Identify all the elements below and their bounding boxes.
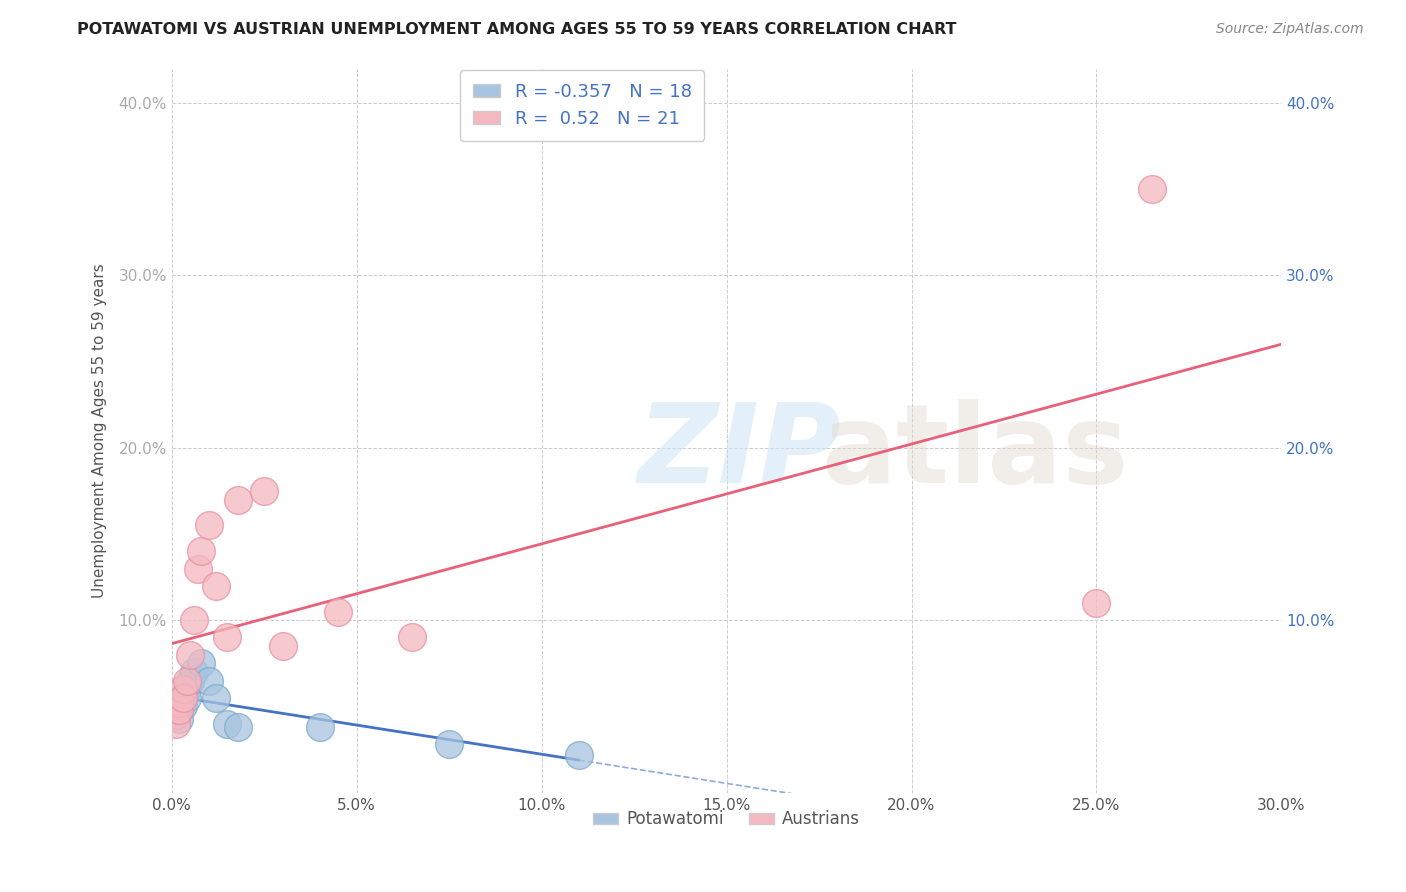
Point — [205, 690, 228, 705]
Point — [190, 657, 212, 671]
Point — [253, 483, 276, 498]
Point — [167, 703, 190, 717]
Point — [228, 720, 250, 734]
Point — [179, 648, 201, 662]
Point — [197, 673, 219, 688]
Point — [165, 708, 187, 723]
Point — [165, 699, 187, 714]
Text: ZIP: ZIP — [638, 399, 841, 506]
Point — [205, 579, 228, 593]
Legend: Potawatomi, Austrians: Potawatomi, Austrians — [586, 804, 868, 835]
Point — [176, 673, 198, 688]
Point — [437, 738, 460, 752]
Point — [271, 639, 294, 653]
Point — [176, 682, 198, 697]
Point — [568, 747, 591, 762]
Point — [217, 716, 239, 731]
Point — [172, 682, 194, 697]
Y-axis label: Unemployment Among Ages 55 to 59 years: Unemployment Among Ages 55 to 59 years — [93, 263, 107, 598]
Point — [165, 708, 187, 723]
Point — [172, 690, 194, 705]
Point — [187, 561, 209, 575]
Point — [228, 492, 250, 507]
Point — [328, 605, 350, 619]
Point — [183, 613, 205, 627]
Point — [183, 665, 205, 679]
Point — [167, 696, 190, 710]
Point — [165, 716, 187, 731]
Text: atlas: atlas — [821, 399, 1128, 506]
Point — [179, 673, 201, 688]
Point — [167, 712, 190, 726]
Text: POTAWATOMI VS AUSTRIAN UNEMPLOYMENT AMONG AGES 55 TO 59 YEARS CORRELATION CHART: POTAWATOMI VS AUSTRIAN UNEMPLOYMENT AMON… — [77, 22, 957, 37]
Point — [190, 544, 212, 558]
Point — [172, 699, 194, 714]
Point — [308, 720, 330, 734]
Point — [167, 703, 190, 717]
Point — [1085, 596, 1108, 610]
Point — [1140, 182, 1163, 196]
Text: Source: ZipAtlas.com: Source: ZipAtlas.com — [1216, 22, 1364, 37]
Point — [172, 690, 194, 705]
Point — [217, 631, 239, 645]
Point — [197, 518, 219, 533]
Point — [401, 631, 423, 645]
Point — [176, 690, 198, 705]
